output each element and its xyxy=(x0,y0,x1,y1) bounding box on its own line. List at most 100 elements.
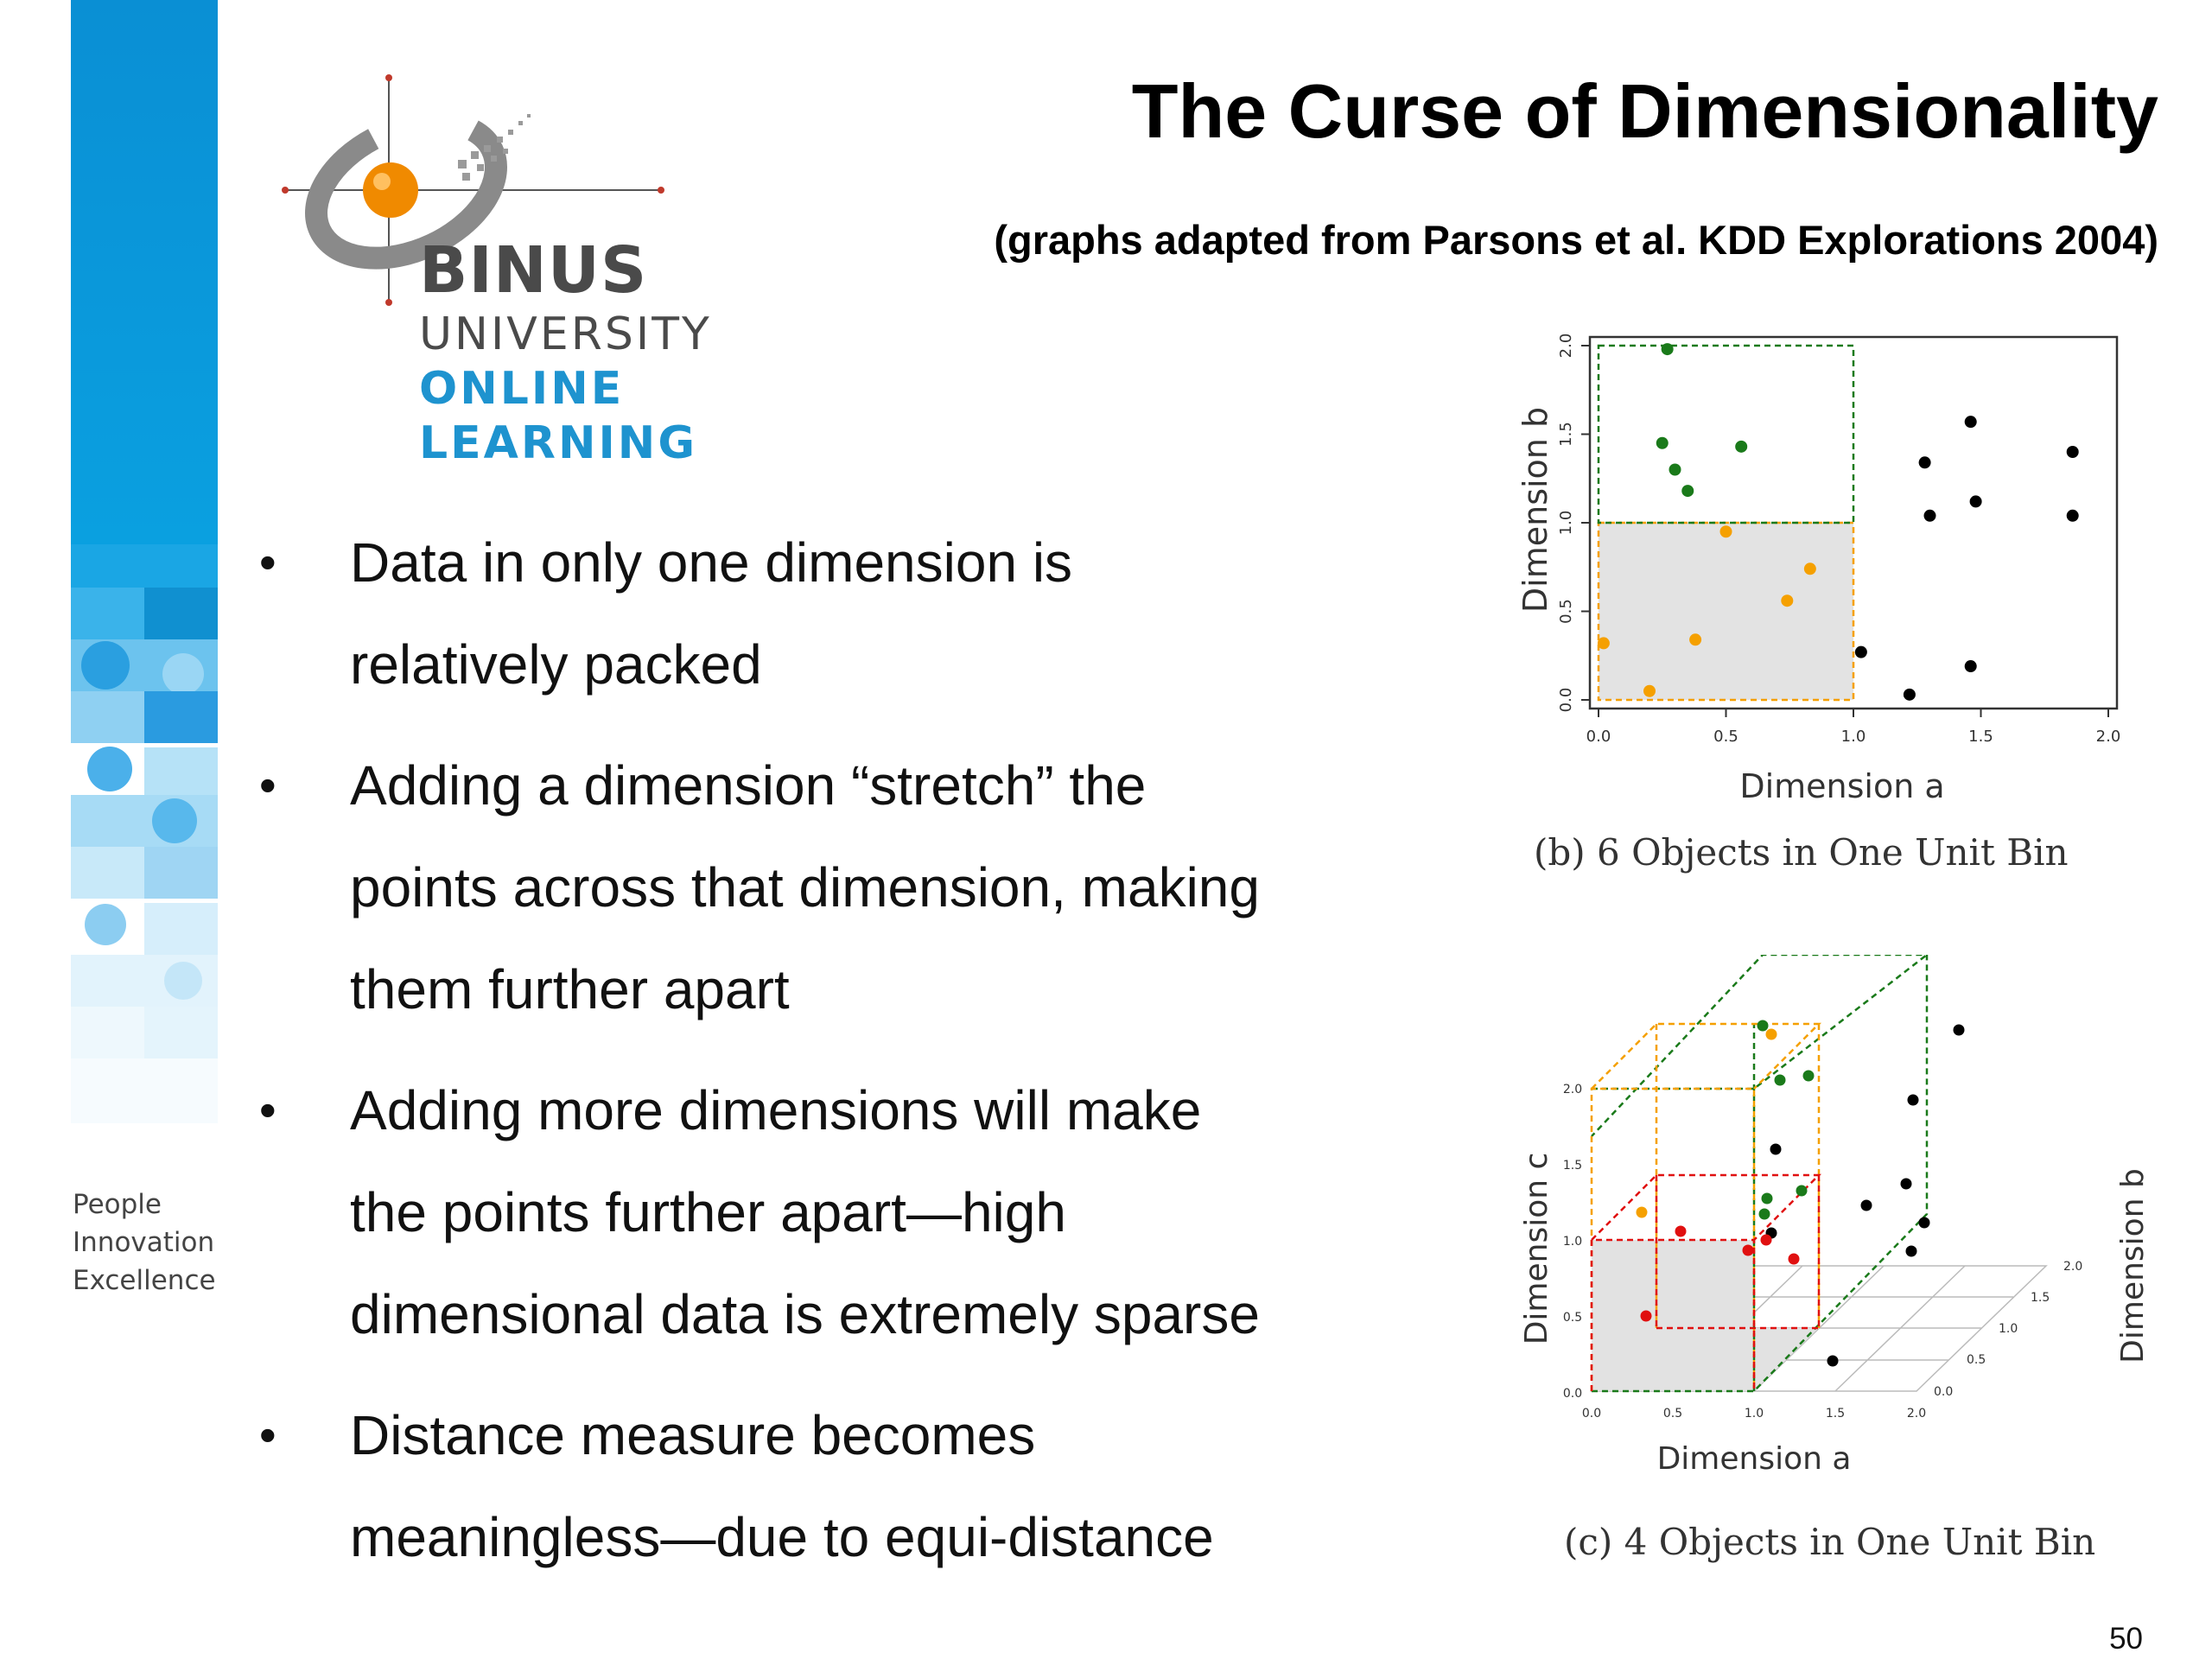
bullet-list: • Data in only one dimension is relative… xyxy=(259,512,1469,1607)
tick-label: 0.5 xyxy=(1563,1311,1582,1325)
bullet-item: • Distance measure becomes meaningless—d… xyxy=(259,1384,1469,1588)
tick-label: 2.0 xyxy=(1563,1083,1582,1096)
data-point xyxy=(1770,1143,1782,1155)
bullet-line: Data in only one dimension is xyxy=(350,531,1073,594)
z-axis-label: Dimension b xyxy=(2115,1168,2151,1363)
data-point xyxy=(1781,594,1794,607)
unit-bin-green xyxy=(1597,344,1855,524)
chart-bins xyxy=(1597,344,1855,702)
red-bin xyxy=(1590,1173,1822,1391)
data-point xyxy=(1827,1355,1839,1367)
sidebar-decoration xyxy=(71,0,218,1123)
slide-subtitle: (graphs adapted from Parsons et al. KDD … xyxy=(994,217,2158,263)
tick-label: 1.0 xyxy=(1999,1322,2018,1336)
data-point xyxy=(1969,495,1982,508)
x-axis-label: Dimension a xyxy=(1739,767,1944,805)
logo-learning-text: LEARNING xyxy=(419,417,698,469)
bullet-marker: • xyxy=(259,1408,276,1462)
tick-label: 1.0 xyxy=(1745,1407,1764,1421)
tagline: People Innovation Excellence xyxy=(73,1185,216,1300)
data-point xyxy=(1640,1310,1652,1322)
data-point xyxy=(1803,563,1816,575)
data-point xyxy=(1802,1070,1815,1082)
bullet-item: • Adding a dimension “stretch” the point… xyxy=(259,734,1469,1040)
logo-binus-text: BINUS xyxy=(419,233,648,308)
bullet-line: them further apart xyxy=(350,958,790,1020)
bullet-item: • Data in only one dimension is relative… xyxy=(259,512,1469,715)
tick-label: 1.5 xyxy=(1826,1407,1845,1421)
chart-ticks: 0.0 0.5 1.0 1.5 2.0 0.0 0.5 1.0 1.5 2.0 xyxy=(1557,334,2120,746)
sidebar-tile-pattern xyxy=(71,544,218,1123)
chart-caption: (c) 4 Objects in One Unit Bin xyxy=(1564,1521,2096,1563)
tagline-line: People xyxy=(73,1189,162,1220)
y-tick-label: 0.5 xyxy=(1557,599,1575,624)
data-point xyxy=(1760,1234,1772,1246)
data-point xyxy=(1758,1208,1770,1220)
data-point xyxy=(1719,525,1732,538)
data-point xyxy=(1903,688,1916,701)
slide-title: The Curse of Dimensionality xyxy=(1131,68,2158,154)
data-point xyxy=(1742,1244,1754,1256)
chart-points xyxy=(1636,1020,1965,1367)
x-tick-label: 2.0 xyxy=(2096,728,2121,746)
data-point xyxy=(1675,1225,1687,1237)
x-tick-label: 0.5 xyxy=(1713,728,1738,746)
tick-label: 0.0 xyxy=(1582,1407,1601,1421)
tagline-line: Excellence xyxy=(73,1265,216,1296)
tick-label: 0.0 xyxy=(1563,1387,1582,1401)
y-tick-label: 1.0 xyxy=(1557,511,1575,536)
binus-logo-mark xyxy=(282,74,664,306)
sidebar-blue-band xyxy=(71,0,218,544)
data-point xyxy=(1597,637,1610,650)
data-point xyxy=(1953,1024,1965,1036)
bullet-item: • Adding more dimensions will make the p… xyxy=(259,1059,1469,1365)
data-point xyxy=(1765,1028,1777,1040)
logo-online-text: ONLINE xyxy=(419,363,625,415)
data-point xyxy=(1681,485,1694,498)
data-point xyxy=(1735,440,1748,453)
data-point xyxy=(1669,463,1681,476)
tick-label: 0.0 xyxy=(1934,1385,1953,1399)
data-point xyxy=(1689,633,1702,646)
bullet-line: meaningless—due to equi-distance xyxy=(350,1506,1214,1568)
bullet-line: dimensional data is extremely sparse xyxy=(350,1283,1260,1345)
scatter-chart-3d: 0.0 0.5 1.0 1.5 2.0 0.0 0.5 1.0 1.5 2.0 … xyxy=(1519,955,2151,1477)
tick-label: 1.5 xyxy=(1563,1159,1582,1173)
bullet-line: the points further apart—high xyxy=(350,1181,1066,1243)
tick-label: 2.0 xyxy=(1907,1407,1926,1421)
bullet-line: points across that dimension, making xyxy=(350,856,1260,918)
chart-points xyxy=(1597,343,2079,701)
data-point xyxy=(1757,1020,1769,1032)
y-tick-label: 2.0 xyxy=(1557,334,1575,359)
x-tick-label: 1.5 xyxy=(1968,728,1993,746)
bullet-line: Adding more dimensions will make xyxy=(350,1079,1202,1141)
data-point xyxy=(1964,416,1977,429)
bullet-line: relatively packed xyxy=(350,633,762,696)
data-point xyxy=(1900,1178,1912,1190)
page-number: 50 xyxy=(2109,1622,2143,1656)
data-point xyxy=(1761,1192,1773,1205)
axis-ticks: 0.0 0.5 1.0 1.5 2.0 0.0 0.5 1.0 1.5 2.0 … xyxy=(1563,1083,2082,1421)
bullet-line: Adding a dimension “stretch” the xyxy=(350,754,1147,817)
x-tick-label: 1.0 xyxy=(1841,728,1866,746)
bullet-marker: • xyxy=(259,535,276,589)
data-point xyxy=(1923,509,1936,522)
tick-label: 0.5 xyxy=(1663,1407,1682,1421)
y-tick-label: 1.5 xyxy=(1557,422,1575,447)
unit-bin-orange xyxy=(1597,521,1855,702)
data-point xyxy=(1788,1253,1800,1265)
y-axis-label: Dimension b xyxy=(1516,407,1554,613)
data-point xyxy=(1907,1094,1919,1106)
data-point xyxy=(1796,1185,1808,1197)
bullet-line: Distance measure becomes xyxy=(350,1404,1036,1466)
data-point xyxy=(1905,1245,1917,1257)
bullet-marker: • xyxy=(259,1083,276,1137)
y-axis-label: Dimension c xyxy=(1519,1153,1554,1345)
bullet-marker: • xyxy=(259,758,276,812)
unit-bin-gray xyxy=(1592,1240,1819,1391)
data-point xyxy=(1918,456,1931,469)
data-point xyxy=(2066,509,2079,522)
data-point xyxy=(1774,1074,1786,1086)
data-point xyxy=(1860,1199,1872,1211)
tick-label: 0.5 xyxy=(1967,1353,1986,1367)
